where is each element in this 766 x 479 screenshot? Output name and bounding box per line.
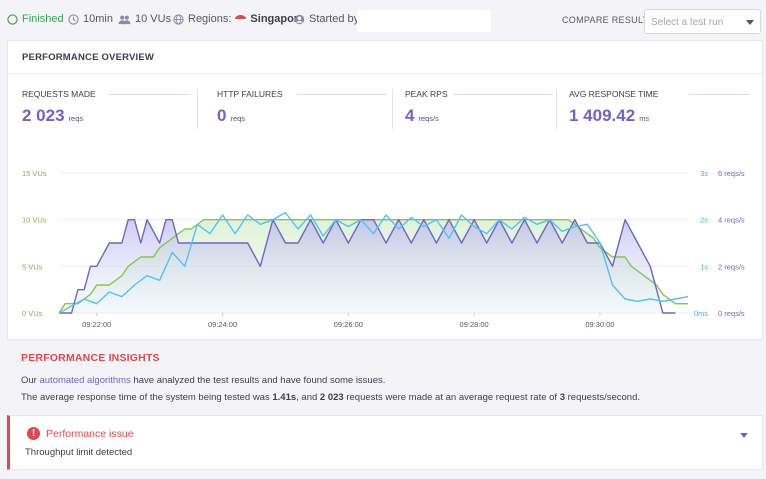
- metric-unit: reqs: [230, 114, 246, 123]
- y-tick-label-rps: 2 reqs/s: [718, 262, 745, 271]
- chart-ticks: 0 VUs 0ms 0 reqs/s 5 VUs 1s 2 reqs/s 10 VUs 2s 4…: [22, 169, 745, 329]
- metric-number: 0: [217, 106, 227, 125]
- metric-label: PEAK RPS: [405, 89, 448, 99]
- metric-divider: [297, 94, 387, 95]
- y-tick-label-vus: 0 VUs: [22, 309, 43, 318]
- redacted-user-name: [357, 10, 491, 32]
- metric-http-failures: HTTP FAILURES 0 reqs: [217, 89, 387, 126]
- metric-unit: reqs: [68, 114, 84, 123]
- metric-value: 0 reqs: [217, 106, 283, 126]
- status-text: Finished: [22, 13, 64, 25]
- issue-title: Performance issue: [46, 428, 134, 440]
- metric-number: 2 023: [22, 106, 65, 125]
- y-tick-label-rps: 6 reqs/s: [718, 169, 745, 178]
- metric-separator: [392, 89, 393, 129]
- y-tick-label-rps: 0 reqs/s: [718, 309, 745, 318]
- request-rate-value: 3: [559, 392, 565, 403]
- metric-label: AVG RESPONSE TIME: [569, 89, 659, 99]
- compare-select-placeholder: Select a test run: [651, 17, 724, 28]
- y-tick-label-vus: 5 VUs: [22, 262, 43, 271]
- x-tick-label: 09:22:00: [82, 320, 111, 329]
- check-circle-icon: [7, 13, 18, 25]
- started-by: Started by: [294, 13, 359, 25]
- performance-chart: 0 VUs 0ms 0 reqs/s 5 VUs 1s 2 reqs/s 10 VUs 2s 4…: [22, 169, 745, 329]
- requests-count-value: 2 023: [319, 392, 344, 403]
- insights-title: PERFORMANCE INSIGHTS: [21, 352, 160, 364]
- series-line-rt: [58, 211, 689, 314]
- x-tick-label: 09:26:00: [334, 320, 363, 329]
- compare-result-label: COMPARE RESULT: [562, 15, 649, 25]
- y-tick-label-response-time: 3s: [700, 169, 708, 178]
- metric-peak-rps: PEAK RPS 4 reqs/s: [405, 89, 553, 126]
- y-tick-label-response-time: 1s: [700, 262, 708, 271]
- vus-text: 10 VUs: [135, 13, 172, 25]
- y-tick-label-response-time: 0ms: [694, 309, 708, 318]
- automated-algorithms-link[interactable]: automated algorithms: [39, 375, 131, 386]
- metric-requests-made: REQUESTS MADE 2 023 reqs: [22, 89, 190, 126]
- panel-title: PERFORMANCE OVERVIEW: [22, 52, 155, 63]
- compare-test-run-select[interactable]: Select a test run: [644, 9, 761, 34]
- insights-text: The average response time of the system …: [21, 392, 270, 403]
- metric-value: 2 023 reqs: [22, 106, 96, 126]
- y-tick-label-vus: 10 VUs: [22, 216, 47, 225]
- metric-separator: [197, 89, 198, 129]
- singapore-flag-icon: [235, 15, 247, 23]
- duration-text: 10min: [83, 13, 113, 25]
- metric-value: 1 409.42 ms: [569, 106, 658, 126]
- performance-issue-card[interactable]: ! Performance issue Throughput limit det…: [7, 415, 763, 470]
- insights-text: requests were made at an average request…: [346, 392, 558, 403]
- insights-text: Our: [21, 375, 37, 386]
- metric-number: 1 409.42: [569, 106, 636, 125]
- chart-lines: [58, 211, 689, 314]
- status-badge: Finished: [7, 13, 64, 25]
- avg-response-time-value: 1.41s: [272, 392, 297, 403]
- x-tick-label: 09:28:00: [460, 320, 489, 329]
- series-line-rps: [59, 218, 676, 314]
- metric-divider: [108, 94, 190, 95]
- insights-text: requests/second.: [567, 392, 640, 403]
- metric-label: HTTP FAILURES: [217, 89, 283, 99]
- insights-text: , and: [296, 392, 318, 403]
- metric-number: 4: [405, 106, 415, 125]
- alert-icon: !: [27, 427, 40, 440]
- metric-divider: [689, 94, 749, 95]
- insights-summary: Our automated algorithms have analyzed t…: [21, 375, 385, 386]
- clock-icon: [68, 13, 79, 25]
- metric-avg-response-time: AVG RESPONSE TIME 1 409.42 ms: [569, 89, 749, 126]
- chevron-down-icon: [746, 20, 754, 25]
- x-tick-label: 09:30:00: [585, 320, 614, 329]
- series-line-vus: [58, 218, 688, 314]
- metric-value: 4 reqs/s: [405, 106, 448, 126]
- region-name: Singapore: [250, 13, 305, 25]
- metric-divider: [453, 94, 553, 95]
- metric-separator: [556, 89, 557, 129]
- insights-detail: The average response time of the system …: [21, 392, 640, 403]
- duration: 10min: [68, 13, 113, 25]
- user-icon: [294, 14, 305, 24]
- insights-text: have analyzed the test results and have …: [133, 375, 386, 386]
- regions: Regions: Singapore: [173, 13, 304, 25]
- metric-unit: reqs/s: [418, 114, 439, 123]
- test-run-header: Finished 10min 10 VUs Regions: Singapore…: [0, 0, 766, 40]
- users-icon: [118, 15, 131, 24]
- y-tick-label-response-time: 2s: [700, 216, 708, 225]
- vus-count: 10 VUs: [118, 13, 171, 25]
- started-by-label: Started by: [309, 13, 360, 25]
- regions-label: Regions:: [188, 13, 232, 25]
- panel-divider: [8, 73, 762, 74]
- globe-icon: [173, 13, 184, 25]
- chevron-down-icon[interactable]: [740, 433, 748, 438]
- metric-label: REQUESTS MADE: [22, 89, 96, 99]
- metric-unit: ms: [639, 114, 650, 123]
- issue-subtitle: Throughput limit detected: [25, 447, 133, 458]
- x-tick-label: 09:24:00: [208, 320, 237, 329]
- y-tick-label-vus: 15 VUs: [22, 169, 47, 178]
- y-tick-label-rps: 4 reqs/s: [718, 216, 745, 225]
